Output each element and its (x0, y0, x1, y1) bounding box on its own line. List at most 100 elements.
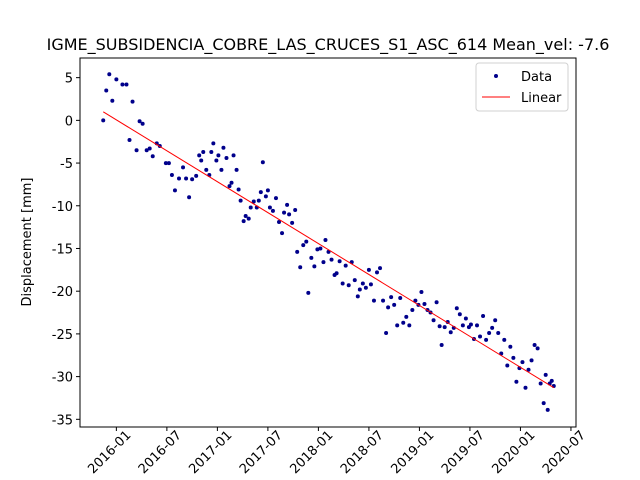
y-tick-label: -30 (52, 371, 73, 386)
data-point (231, 153, 236, 158)
data-point (541, 401, 546, 406)
data-point (478, 334, 483, 339)
data-point (374, 270, 379, 275)
data-point (150, 154, 155, 159)
data-point (434, 300, 439, 305)
data-point (224, 155, 229, 160)
data-point (363, 285, 368, 290)
data-point (442, 325, 447, 330)
data-point (194, 173, 199, 178)
y-axis-label: Displacement [mm] (20, 178, 35, 307)
data-point (214, 158, 219, 163)
data-point (392, 302, 397, 307)
data-point (204, 167, 209, 172)
data-point (463, 316, 468, 321)
data-point (277, 220, 282, 224)
data-point (107, 72, 112, 77)
data-point (263, 194, 268, 199)
data-point (144, 148, 149, 153)
y-tick-label: -35 (52, 413, 73, 428)
data-point (549, 378, 554, 383)
data-point (366, 267, 371, 272)
data-point (535, 346, 540, 351)
data-point (389, 295, 394, 300)
data-point (238, 198, 243, 203)
data-point (234, 167, 239, 172)
data-point (484, 337, 489, 342)
y-tick-label: 0 (65, 114, 73, 129)
fit-line (102, 111, 555, 389)
data-point (273, 196, 278, 201)
data-point (309, 255, 314, 260)
data-point (248, 205, 253, 210)
data-point (357, 287, 362, 292)
data-point (176, 176, 181, 181)
data-point (236, 187, 241, 192)
data-point (241, 219, 246, 224)
axes-frame (79, 57, 577, 428)
data-point (419, 290, 424, 295)
data-point (398, 296, 403, 301)
data-point (304, 239, 309, 244)
data-point (543, 372, 548, 377)
data-point (384, 331, 389, 336)
data-point (457, 312, 462, 317)
legend-label: Linear (521, 91, 562, 106)
data-point (545, 407, 550, 412)
data-point (468, 322, 473, 327)
data-point (532, 343, 537, 347)
data-point (371, 298, 376, 303)
data-point (404, 314, 409, 319)
data-point (529, 358, 534, 363)
data-point (318, 246, 323, 251)
data-point (287, 212, 292, 217)
data-point (490, 325, 495, 330)
data-point (505, 363, 510, 368)
data-point (114, 77, 119, 82)
data-point (422, 302, 427, 306)
data-point (437, 324, 442, 329)
data-point (401, 320, 406, 325)
y-tick-label: -25 (52, 328, 73, 343)
data-point (267, 205, 272, 210)
data-point (329, 257, 334, 262)
data-point (360, 281, 365, 286)
data-point (209, 149, 214, 154)
data-point (413, 298, 418, 303)
data-point (184, 176, 189, 181)
data-point (169, 173, 174, 178)
data-point (312, 264, 317, 269)
data-point (290, 220, 295, 225)
data-point (454, 306, 459, 311)
data-point (147, 146, 152, 151)
plot-area (101, 72, 556, 412)
y-tick-label: -10 (52, 200, 73, 215)
data-point (172, 188, 177, 193)
data-point (258, 190, 263, 195)
data-point (127, 138, 132, 142)
data-point (298, 265, 303, 270)
data-point (166, 161, 171, 166)
data-point (460, 323, 465, 328)
data-point (496, 331, 501, 336)
data-point (134, 148, 139, 153)
y-tick-label: -20 (52, 285, 73, 300)
data-point (280, 231, 285, 236)
data-point (334, 271, 339, 276)
data-point (227, 184, 232, 189)
data-point (481, 313, 486, 318)
data-point (246, 216, 251, 221)
chart-title: IGME_SUBSIDENCIA_COBRE_LAS_CRUCES_S1_ASC… (47, 35, 610, 55)
data-point (124, 82, 129, 87)
data-point (346, 283, 351, 288)
y-tick-label: -5 (60, 157, 73, 172)
data-point (508, 344, 513, 349)
data-point (201, 149, 206, 154)
data-point (229, 180, 234, 185)
data-point (431, 318, 436, 323)
data-point (219, 167, 224, 172)
data-point (285, 202, 290, 207)
data-point (137, 119, 142, 124)
data-point (140, 121, 145, 126)
